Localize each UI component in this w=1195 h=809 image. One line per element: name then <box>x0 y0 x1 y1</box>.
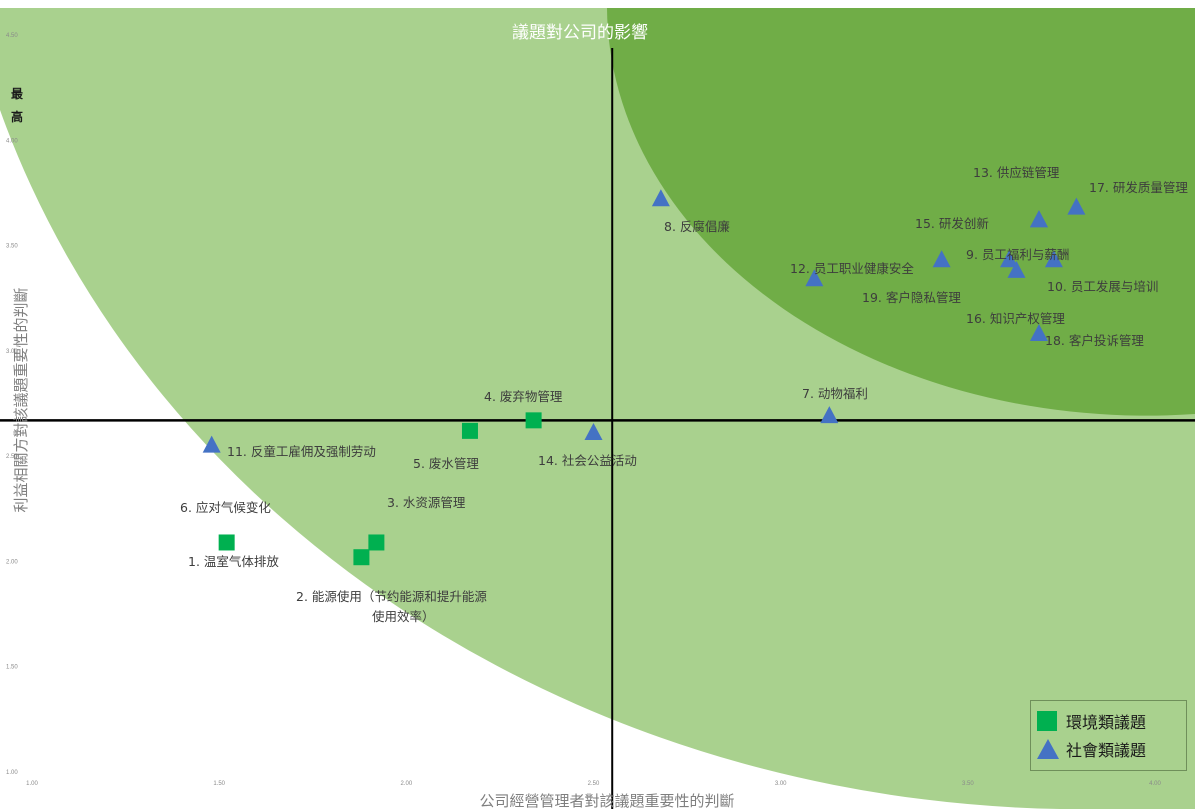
environment-square-marker <box>525 412 542 429</box>
y-axis-title: 利益相關方對該議題重要性的判斷 <box>12 287 30 512</box>
point-label: 14. 社会公益活动 <box>538 453 637 468</box>
point-label-line2: 使用效率） <box>372 609 435 624</box>
point-label: 9. 员工福利与薪酬 <box>966 247 1069 262</box>
social-triangle-marker <box>584 422 603 440</box>
axes: 1.00 1.50 2.00 2.50 3.00 3.50 4.00 1.00 1.50 2.00… <box>0 33 1195 809</box>
legend-label-environment: 環境類議題 <box>1066 713 1147 732</box>
social-triangle-marker <box>1029 210 1048 228</box>
point-label: 7. 动物福利 <box>802 386 868 401</box>
point-label: 12. 员工职业健康安全 <box>790 261 914 276</box>
chart-legend: 環境類議題 社會類議題 <box>1030 700 1187 771</box>
point-label: 5. 废水管理 <box>413 456 479 471</box>
top-marker-2: 高 <box>11 109 23 124</box>
point-label: 1. 温室气体排放 <box>188 554 279 569</box>
y-tick-label: 1.50 <box>6 665 18 671</box>
x-tick-label: 1.50 <box>213 781 225 787</box>
point-label: 13. 供应链管理 <box>973 165 1060 180</box>
social-triangle-marker <box>805 269 824 287</box>
x-tick-label: 2.00 <box>400 781 412 787</box>
y-tick-label: 3.50 <box>6 244 18 250</box>
social-triangle-marker <box>1044 250 1063 268</box>
y-tick-label: 4.50 <box>6 33 18 39</box>
point-label: 3. 水资源管理 <box>387 495 466 510</box>
point-label: 4. 废弃物管理 <box>484 389 563 404</box>
point-label: 2. 能源使用（节约能源和提升能源 <box>296 589 487 604</box>
social-triangle-marker <box>820 406 839 424</box>
x-axis-title: 公司經營管理者對該議題重要性的判斷 <box>479 792 734 809</box>
social-triangle-marker <box>1000 250 1019 268</box>
point-label: 6. 应对气候变化 <box>180 500 271 515</box>
x-tick-label: 4.00 <box>1149 781 1161 787</box>
blue-triangle-icon <box>1037 739 1059 759</box>
y-tick-label: 2.50 <box>6 454 18 460</box>
green-square-icon <box>1037 711 1057 731</box>
point-label: 16. 知识产权管理 <box>966 311 1065 326</box>
environment-square-marker <box>368 534 385 551</box>
legend-label-social: 社會類議題 <box>1066 741 1147 760</box>
point-label: 11. 反童工雇佣及强制劳动 <box>227 444 376 459</box>
y-tick-label: 4.00 <box>6 138 18 144</box>
point-label: 15. 研发创新 <box>915 216 989 231</box>
social-triangle-marker <box>202 435 221 453</box>
point-label: 19. 客户隐私管理 <box>862 290 961 305</box>
legend-item-social: 社會類議題 <box>1037 737 1146 761</box>
social-triangle-marker <box>651 189 670 207</box>
chart-title: 議題對公司的影響 <box>512 23 648 43</box>
x-tick-label: 2.50 <box>588 781 600 787</box>
point-label: 18. 客户投诉管理 <box>1045 333 1144 348</box>
social-triangle-marker <box>1007 260 1026 278</box>
zone-high <box>607 8 1195 416</box>
point-label: 17. 研发质量管理 <box>1089 180 1188 195</box>
zone-backgrounds <box>0 8 1195 809</box>
environment-square-marker <box>461 422 478 439</box>
environment-square-marker <box>353 549 370 566</box>
environment-square-marker <box>218 534 235 551</box>
x-tick-label: 3.50 <box>962 781 974 787</box>
social-triangle-marker <box>932 250 951 268</box>
y-tick-label: 3.00 <box>6 349 18 355</box>
point-label: 8. 反腐倡廉 <box>664 219 730 234</box>
y-tick-label: 1.00 <box>6 770 18 776</box>
x-tick-label: 3.00 <box>775 781 787 787</box>
x-tick-label: 1.00 <box>26 781 38 787</box>
legend-item-environment: 環境類議題 <box>1037 709 1146 733</box>
top-marker-1: 最 <box>11 87 24 101</box>
data-marks <box>202 189 1086 566</box>
y-tick-label: 2.00 <box>6 559 18 565</box>
social-triangle-marker <box>1029 324 1048 342</box>
social-triangle-marker <box>1067 197 1086 215</box>
point-label: 10. 员工发展与培训 <box>1047 279 1158 294</box>
